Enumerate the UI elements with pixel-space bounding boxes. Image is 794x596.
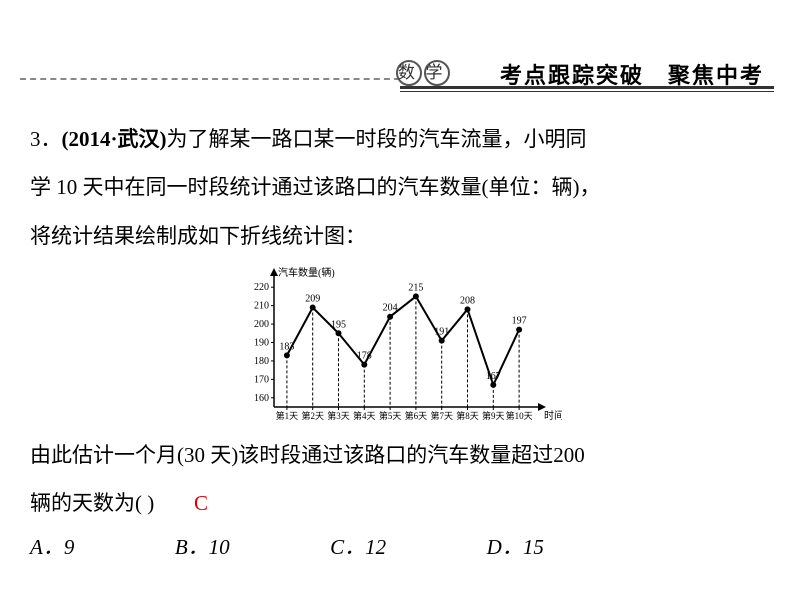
option-A: 9 (64, 535, 75, 559)
svg-text:197: 197 (512, 315, 527, 326)
answer-letter: C (194, 479, 208, 527)
svg-text:第5天: 第5天 (379, 410, 402, 421)
option-B: 10 (209, 535, 230, 559)
question-source: (2014·武汉) (62, 127, 167, 151)
option-B-label: B (175, 535, 188, 559)
stem-after-l1: 由此估计一个月(30 天)该时段通过该路口的汽车数量超过200 (30, 431, 764, 479)
question-after: 由此估计一个月(30 天)该时段通过该路口的汽车数量超过200 辆的天数为( )… (0, 431, 794, 528)
svg-text:210: 210 (254, 301, 269, 312)
svg-text:170: 170 (254, 374, 269, 385)
options-row: A．9 B．10 C．12 D．15 (0, 527, 794, 565)
svg-text:208: 208 (460, 295, 475, 306)
stem-l3: 将统计结果绘制成如下折线统计图： (30, 212, 764, 260)
svg-text:200: 200 (254, 319, 269, 330)
svg-text:第6天: 第6天 (405, 410, 428, 421)
svg-text:180: 180 (254, 356, 269, 367)
svg-text:第1天: 第1天 (276, 410, 299, 421)
svg-text:209: 209 (305, 293, 320, 304)
svg-text:第10天: 第10天 (506, 410, 533, 421)
svg-text:191: 191 (434, 327, 449, 338)
svg-text:第7天: 第7天 (430, 410, 453, 421)
svg-text:167: 167 (486, 371, 501, 382)
svg-text:195: 195 (331, 319, 346, 330)
subject-badge: 数 学 (406, 58, 450, 86)
subject-char-2: 学 (424, 60, 450, 86)
header-rule-thick (400, 86, 774, 89)
stem-after-l2-text: 辆的天数为( ) (30, 491, 154, 515)
question-block: 3．(2014·武汉)为了解某一路口某一时段的汽车流量，小明同 学 10 天中在… (0, 95, 794, 260)
stem-after-l2: 辆的天数为( ) C (30, 479, 764, 527)
svg-text:第3天: 第3天 (327, 410, 350, 421)
option-C: 12 (365, 535, 386, 559)
svg-text:时间: 时间 (544, 409, 562, 422)
chart-container: 汽车数量(辆) 160 170 180 190 200 210 220 第1天第2天第3天第4天… (0, 264, 794, 429)
svg-text:第8天: 第8天 (456, 410, 479, 421)
question-number: 3． (30, 127, 62, 151)
svg-text:第4天: 第4天 (353, 410, 376, 421)
svg-text:190: 190 (254, 337, 269, 348)
svg-text:第2天: 第2天 (301, 410, 324, 421)
option-D-label: D (487, 535, 502, 559)
stem-l2: 学 10 天中在同一时段统计通过该路口的汽车数量(单位：辆)， (30, 163, 764, 211)
stem-l1: 为了解某一路口某一时段的汽车流量，小明同 (167, 127, 587, 151)
svg-text:178: 178 (357, 351, 372, 362)
svg-text:183: 183 (279, 341, 294, 352)
question-stem-line1: 3．(2014·武汉)为了解某一路口某一时段的汽车流量，小明同 (30, 115, 764, 163)
option-A-label: A (30, 535, 43, 559)
svg-text:220: 220 (254, 282, 269, 293)
option-C-label: C (330, 535, 344, 559)
svg-text:汽车数量(辆): 汽车数量(辆) (278, 266, 335, 279)
svg-text:第9天: 第9天 (482, 410, 505, 421)
page-header: 数 学 考点跟踪突破 聚焦中考 (0, 0, 794, 95)
option-D: 15 (523, 535, 544, 559)
svg-text:160: 160 (254, 393, 269, 404)
svg-text:204: 204 (383, 303, 398, 314)
svg-text:215: 215 (408, 282, 423, 293)
header-rule-thin (400, 91, 774, 92)
header-dashed-rule (20, 78, 400, 80)
subject-char-1: 数 (396, 60, 422, 86)
line-chart: 汽车数量(辆) 160 170 180 190 200 210 220 第1天第2天第3天第4天… (232, 264, 562, 429)
